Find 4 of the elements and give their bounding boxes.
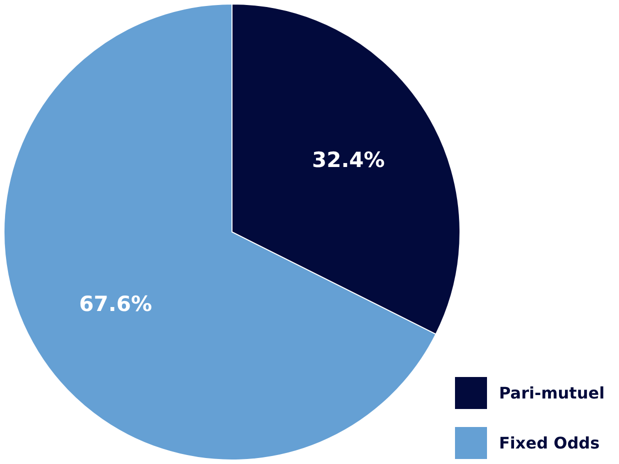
legend-label: Pari-mutuel bbox=[499, 384, 605, 402]
data-label: 32.4% bbox=[312, 148, 385, 172]
legend-label: Fixed Odds bbox=[499, 434, 600, 452]
data-label: 67.6% bbox=[79, 292, 152, 316]
